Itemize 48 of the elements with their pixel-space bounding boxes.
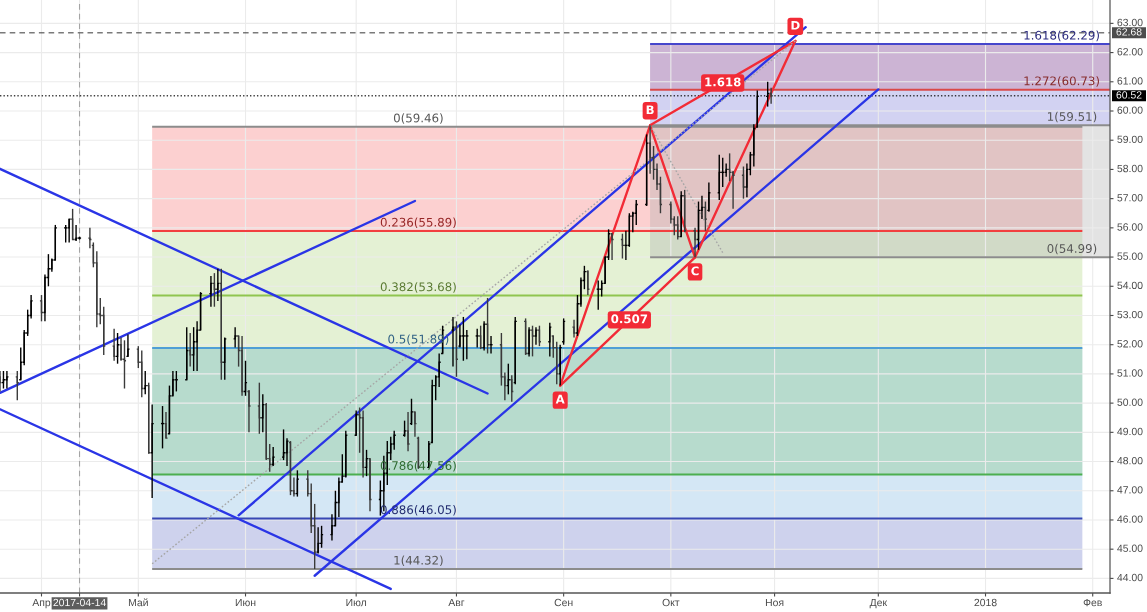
y-tick-label: 63.00 xyxy=(1117,18,1143,27)
x-tick-label: 2017-04-14 xyxy=(53,598,106,607)
y-tick-label: 52.00 xyxy=(1117,340,1143,348)
annotation: 0(59.46) xyxy=(393,113,443,124)
x-tick-label: Апр xyxy=(32,598,51,609)
x-tick-label: Июн xyxy=(235,598,256,607)
x-tick-label: Авг xyxy=(448,598,465,607)
annotation: 1.618(62.29) xyxy=(1024,30,1099,42)
annotation: 0(54.99) xyxy=(1047,243,1097,255)
annotation: 0.507 xyxy=(611,314,648,324)
y-tick-label: 62.00 xyxy=(1117,48,1143,56)
x-tick-label: Фев xyxy=(1083,598,1102,607)
annotation: A xyxy=(555,394,565,404)
x-tick-label: Сен xyxy=(554,598,573,607)
y-tick-label: 48.00 xyxy=(1117,456,1143,465)
annotation: B xyxy=(646,105,654,114)
y-tick-label: 50.00 xyxy=(1117,398,1143,406)
y-tick-label: 55.00 xyxy=(1117,252,1143,260)
y-tick-label: 54.00 xyxy=(1117,281,1143,290)
annotation: 1(44.32) xyxy=(394,555,443,567)
x-tick-label: Дек xyxy=(869,598,888,609)
annotation: D xyxy=(791,20,800,30)
x-tick-label: 2018 xyxy=(974,598,997,607)
y-tick-label: 61.00 xyxy=(1117,77,1143,85)
annotation: 0.236(55.89) xyxy=(380,217,456,229)
x-tick-label: Июл xyxy=(346,598,367,607)
y-tick-label: 44.00 xyxy=(1117,573,1143,582)
x-tick-label: Ноя xyxy=(765,598,784,607)
ref-line-label: 62.68 xyxy=(1116,28,1142,36)
y-tick-label: 53.00 xyxy=(1117,310,1143,319)
y-tick-label: 46.00 xyxy=(1117,515,1143,523)
y-tick-label: 56.00 xyxy=(1117,223,1143,231)
annotation: 1.272(60.73) xyxy=(1024,76,1099,87)
y-tick-label: 51.00 xyxy=(1117,369,1143,377)
annotation: 1(59.51) xyxy=(1048,111,1097,123)
ref-line-label: 60.52 xyxy=(1116,91,1142,99)
y-tick-label: 59.00 xyxy=(1117,135,1143,144)
y-tick-label: 58.00 xyxy=(1117,164,1143,173)
y-tick-label: 57.00 xyxy=(1117,194,1143,202)
y-tick-label: 60.00 xyxy=(1117,106,1143,114)
x-tick-label: Окт xyxy=(662,598,680,607)
annotation: 0.382(53.68) xyxy=(380,282,456,293)
y-tick-label: 47.00 xyxy=(1117,486,1143,494)
y-tick-label: 45.00 xyxy=(1117,544,1143,552)
annotation: 1.618 xyxy=(705,77,741,87)
y-tick-label: 49.00 xyxy=(1117,427,1143,436)
x-tick-label: Май xyxy=(128,598,148,607)
annotation: C xyxy=(691,266,699,276)
